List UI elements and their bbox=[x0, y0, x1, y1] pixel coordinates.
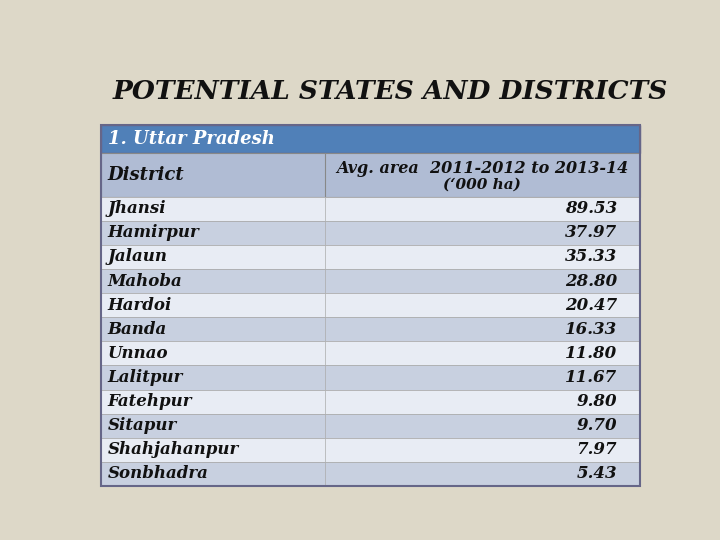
Bar bbox=[101, 366, 639, 389]
Bar bbox=[101, 197, 325, 221]
Bar bbox=[101, 269, 325, 293]
Text: Lalitpur: Lalitpur bbox=[108, 369, 183, 386]
Bar bbox=[101, 125, 639, 486]
Bar bbox=[101, 293, 639, 317]
Bar bbox=[101, 389, 639, 414]
Bar bbox=[101, 153, 639, 197]
Text: Unnao: Unnao bbox=[108, 345, 168, 362]
Bar bbox=[101, 197, 639, 221]
Text: 37.97: 37.97 bbox=[565, 224, 617, 241]
Text: Hamirpur: Hamirpur bbox=[108, 224, 199, 241]
Bar bbox=[101, 245, 325, 269]
Text: Avg. area  2011-2012 to 2013-14: Avg. area 2011-2012 to 2013-14 bbox=[336, 160, 629, 177]
Text: Jalaun: Jalaun bbox=[108, 248, 168, 265]
Bar bbox=[101, 462, 639, 486]
Text: 11.67: 11.67 bbox=[565, 369, 617, 386]
Bar bbox=[101, 293, 325, 317]
Bar bbox=[101, 221, 639, 245]
Bar bbox=[101, 245, 639, 269]
Text: 89.53: 89.53 bbox=[565, 200, 617, 217]
Text: Banda: Banda bbox=[108, 321, 167, 338]
Text: 11.80: 11.80 bbox=[565, 345, 617, 362]
Text: District: District bbox=[108, 166, 184, 184]
Text: Sitapur: Sitapur bbox=[108, 417, 177, 434]
Bar bbox=[101, 438, 325, 462]
Bar bbox=[101, 317, 325, 341]
Text: 16.33: 16.33 bbox=[565, 321, 617, 338]
Text: Sonbhadra: Sonbhadra bbox=[108, 465, 209, 482]
Text: Mahoba: Mahoba bbox=[108, 273, 183, 289]
Text: 28.80: 28.80 bbox=[565, 273, 617, 289]
Bar bbox=[101, 221, 325, 245]
Text: 35.33: 35.33 bbox=[565, 248, 617, 265]
Bar bbox=[101, 341, 325, 366]
Bar bbox=[101, 366, 325, 389]
Text: 1. Uttar Pradesh: 1. Uttar Pradesh bbox=[108, 130, 275, 148]
Bar bbox=[101, 317, 639, 341]
Bar bbox=[101, 414, 325, 438]
Text: 5.43: 5.43 bbox=[577, 465, 617, 482]
Bar bbox=[101, 125, 639, 153]
Text: Fatehpur: Fatehpur bbox=[108, 393, 192, 410]
Text: (‘000 ha): (‘000 ha) bbox=[444, 177, 521, 191]
Text: 20.47: 20.47 bbox=[565, 296, 617, 314]
Text: Jhansi: Jhansi bbox=[108, 200, 166, 217]
Text: 7.97: 7.97 bbox=[577, 441, 617, 458]
Bar bbox=[101, 341, 639, 366]
Text: POTENTIAL STATES AND DISTRICTS: POTENTIAL STATES AND DISTRICTS bbox=[112, 79, 667, 104]
Bar bbox=[101, 269, 639, 293]
Text: 9.80: 9.80 bbox=[577, 393, 617, 410]
Text: Shahjahanpur: Shahjahanpur bbox=[108, 441, 239, 458]
Bar bbox=[101, 153, 325, 197]
Bar bbox=[101, 438, 639, 462]
Bar bbox=[101, 414, 639, 438]
Bar bbox=[101, 462, 325, 486]
Bar bbox=[101, 389, 325, 414]
Text: 9.70: 9.70 bbox=[577, 417, 617, 434]
Text: Hardoi: Hardoi bbox=[108, 296, 172, 314]
